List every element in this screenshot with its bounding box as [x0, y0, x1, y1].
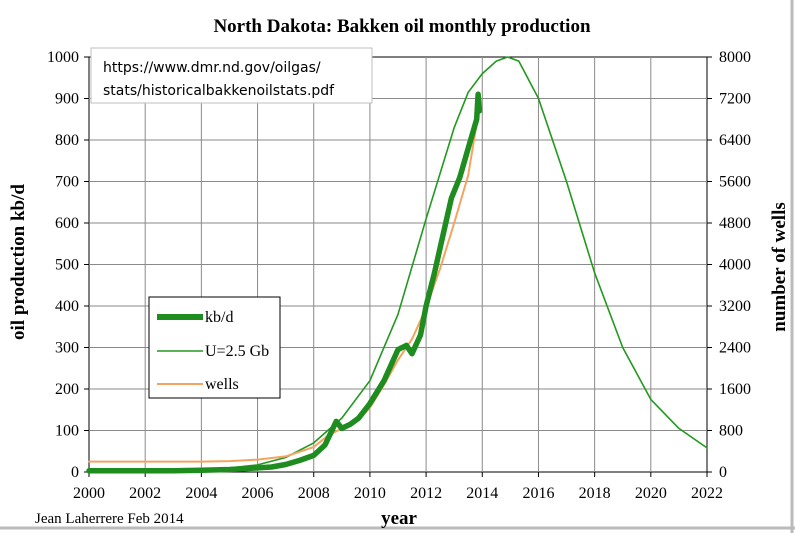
- legend-label-wells: wells: [205, 376, 239, 393]
- y2-axis-label: number of wells: [769, 202, 790, 331]
- legend-label-kbd: kb/d: [205, 309, 233, 326]
- x-tick-label: 2002: [129, 485, 161, 502]
- x-tick-label: 2006: [242, 485, 274, 502]
- legend: kb/d U=2.5 Gb wells: [148, 296, 281, 399]
- x-tick-label: 2004: [185, 485, 217, 502]
- y-tick-label: 1000: [47, 49, 79, 66]
- y-tick-label: 500: [55, 257, 79, 274]
- credit-text: Jean Laherrere Feb 2014: [35, 511, 184, 527]
- series-line-u-2-5-gb: [88, 56, 708, 472]
- y-tick-label: 300: [55, 340, 79, 357]
- y-tick-label: 0: [71, 464, 79, 481]
- y-axis-label: oil production kb/d: [8, 184, 29, 340]
- y-tick-label: 800: [55, 132, 79, 149]
- y2-tick-label: 5600: [719, 174, 751, 191]
- y-tick-label: 900: [55, 91, 79, 108]
- x-tick-label: 2008: [298, 485, 330, 502]
- y2-tick-label: 0: [719, 464, 727, 481]
- series-layer: [86, 56, 708, 474]
- y2-tick-label: 8000: [719, 49, 751, 66]
- x-tick-label: 2016: [522, 485, 554, 502]
- y-tick-label: 600: [55, 215, 79, 232]
- y2-tick-label: 2400: [719, 340, 751, 357]
- legend-box: [148, 296, 281, 399]
- x-tick-label: 2018: [579, 485, 611, 502]
- y2-tick-label: 800: [719, 423, 743, 440]
- series-line-kb-d: [86, 91, 483, 474]
- legend-label-u: U=2.5 Gb: [205, 343, 269, 360]
- x-tick-label: 2022: [691, 485, 723, 502]
- source-note-box: [90, 47, 373, 104]
- x-tick-label: 2012: [410, 485, 442, 502]
- y2-tick-label: 7200: [719, 91, 751, 108]
- x-tick-label: 2014: [466, 485, 498, 502]
- source-note: https://www.dmr.nd.gov/oilgas/ stats/his…: [90, 47, 373, 104]
- x-tick-label: 2000: [73, 485, 105, 502]
- source-note-line-1: https://www.dmr.nd.gov/oilgas/: [103, 60, 321, 76]
- y-tick-label: 700: [55, 174, 79, 191]
- x-axis-label: year: [381, 508, 417, 529]
- source-note-line-2: stats/historicalbakkenoilstats.pdf: [103, 83, 335, 99]
- y2-tick-label: 4000: [719, 257, 751, 274]
- x-tick-label: 2020: [635, 485, 667, 502]
- y-tick-label: 400: [55, 298, 79, 315]
- y2-tick-label: 4800: [719, 215, 751, 232]
- axes: 2000 2002 2004 2006 2008 2010 2012 2014 2016 2018…: [47, 49, 751, 502]
- y-tick-label: 100: [55, 423, 79, 440]
- chart-title: North Dakota: Bakken oil monthly product…: [213, 16, 591, 37]
- y2-tick-label: 6400: [719, 132, 751, 149]
- y-tick-label: 200: [55, 381, 79, 398]
- y2-tick-label: 1600: [719, 381, 751, 398]
- x-tick-label: 2010: [354, 485, 386, 502]
- y2-tick-label: 3200: [719, 298, 751, 315]
